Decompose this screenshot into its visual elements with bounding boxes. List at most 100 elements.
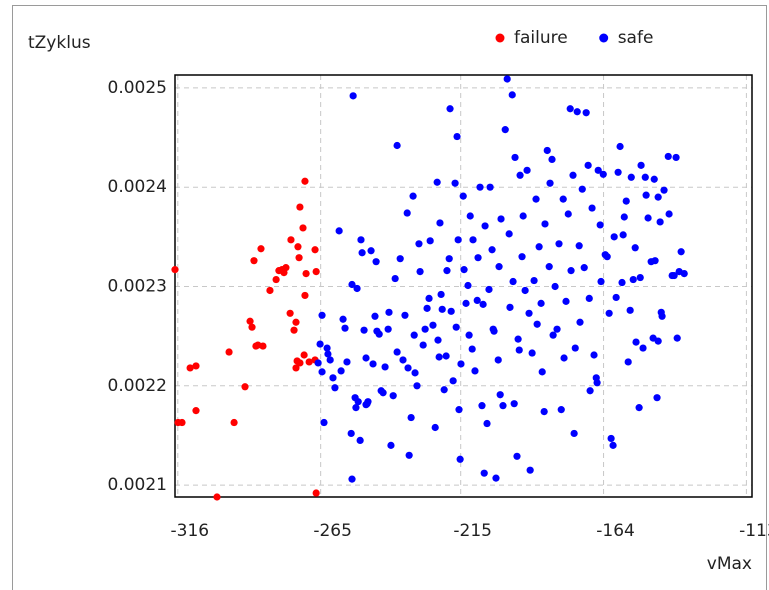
scatter-point (331, 384, 339, 392)
scatter-point (541, 220, 549, 228)
legend-marker (599, 33, 609, 43)
scatter-point (469, 236, 477, 244)
scatter-point (650, 175, 658, 183)
scatter-point (510, 400, 518, 408)
scatter-point (543, 146, 551, 155)
scatter-point (545, 263, 553, 271)
scatter-point (290, 326, 298, 334)
scatter-point (250, 257, 258, 265)
y-tick-label: 0.0023 (108, 276, 167, 296)
scatter-point (654, 337, 662, 345)
scatter-point (454, 236, 462, 244)
scatter-point (516, 171, 524, 179)
scatter-point (557, 406, 565, 414)
scatter-point (312, 268, 320, 276)
scatter-point (624, 358, 632, 366)
scatter-point (301, 177, 309, 185)
scatter-point (286, 309, 294, 317)
scatter-point (622, 197, 630, 205)
scatter-point (564, 210, 572, 218)
scatter-point (509, 277, 517, 286)
scatter-point (610, 233, 618, 241)
scatter-point (533, 320, 541, 328)
scatter-point (407, 413, 415, 422)
y-tick-label: 0.0024 (108, 177, 167, 197)
scatter-point (535, 243, 543, 251)
scatter-point (614, 168, 622, 176)
scatter-point (654, 193, 662, 201)
scatter-point (485, 285, 493, 294)
scatter-point (551, 282, 559, 291)
scatter-point (299, 224, 307, 232)
scatter-point (396, 255, 404, 263)
scatter-point (431, 423, 439, 432)
scatter-point (562, 297, 570, 305)
scatter-point (548, 155, 556, 163)
scatter-point (641, 173, 649, 181)
scatter-point (609, 441, 617, 449)
scatter-point (171, 266, 179, 274)
scatter-point (459, 192, 467, 200)
y-axis-label: tZyklus (28, 33, 91, 53)
scatter-point (241, 383, 249, 391)
scatter-point (665, 210, 673, 218)
scatter-point (635, 404, 643, 412)
scatter-point (632, 338, 640, 346)
scatter-point (440, 386, 448, 394)
scatter-point (626, 306, 634, 314)
scatter-point (364, 398, 372, 406)
scatter-point (503, 75, 511, 83)
scatter-point (403, 209, 411, 217)
scatter-point (580, 264, 588, 272)
scatter-point (528, 349, 536, 357)
scatter-point (257, 245, 265, 253)
scatter-point (413, 382, 421, 390)
scatter-point (464, 281, 472, 290)
scatter-point (385, 308, 393, 316)
scatter-point (347, 429, 355, 438)
scatter-point (393, 141, 401, 150)
scatter-point (629, 275, 637, 284)
scatter-point (605, 309, 613, 317)
scatter-point (436, 219, 444, 227)
scatter-point (362, 354, 370, 362)
scatter-point (585, 294, 593, 303)
scatter-point (348, 475, 356, 483)
scatter-point (526, 466, 534, 474)
scatter-point (425, 294, 433, 303)
scatter-point (316, 340, 324, 348)
scatter-point (513, 452, 521, 460)
scatter-point (570, 429, 578, 438)
scatter-point (620, 213, 628, 221)
scatter-point (569, 171, 577, 179)
scatter-point (599, 170, 607, 178)
scatter-point (287, 236, 295, 244)
scatter-point (314, 359, 322, 367)
scatter-point (445, 255, 453, 263)
scatter-point (379, 389, 387, 397)
scatter-point (372, 258, 380, 266)
scatter-point (318, 368, 326, 376)
scatter-point (352, 404, 360, 412)
scatter-point (499, 402, 507, 410)
scatter-point (348, 280, 356, 289)
scatter-point (559, 195, 567, 203)
scatter-point (367, 247, 375, 255)
scatter-point (619, 231, 627, 239)
scatter-point (356, 436, 364, 445)
scatter-point (416, 268, 424, 276)
scatter-point (575, 242, 583, 250)
scatter-point (399, 356, 407, 364)
scatter-point (213, 493, 221, 501)
scatter-point (415, 240, 423, 248)
scatter-point (438, 305, 446, 313)
scatter-point (292, 364, 300, 372)
scatter-point (451, 179, 459, 187)
scatter-point (452, 323, 460, 331)
scatter-point (673, 334, 681, 342)
scatter-point (329, 374, 337, 382)
scatter-point (481, 222, 489, 230)
scatter-point (246, 317, 254, 325)
scatter-point (478, 402, 486, 410)
